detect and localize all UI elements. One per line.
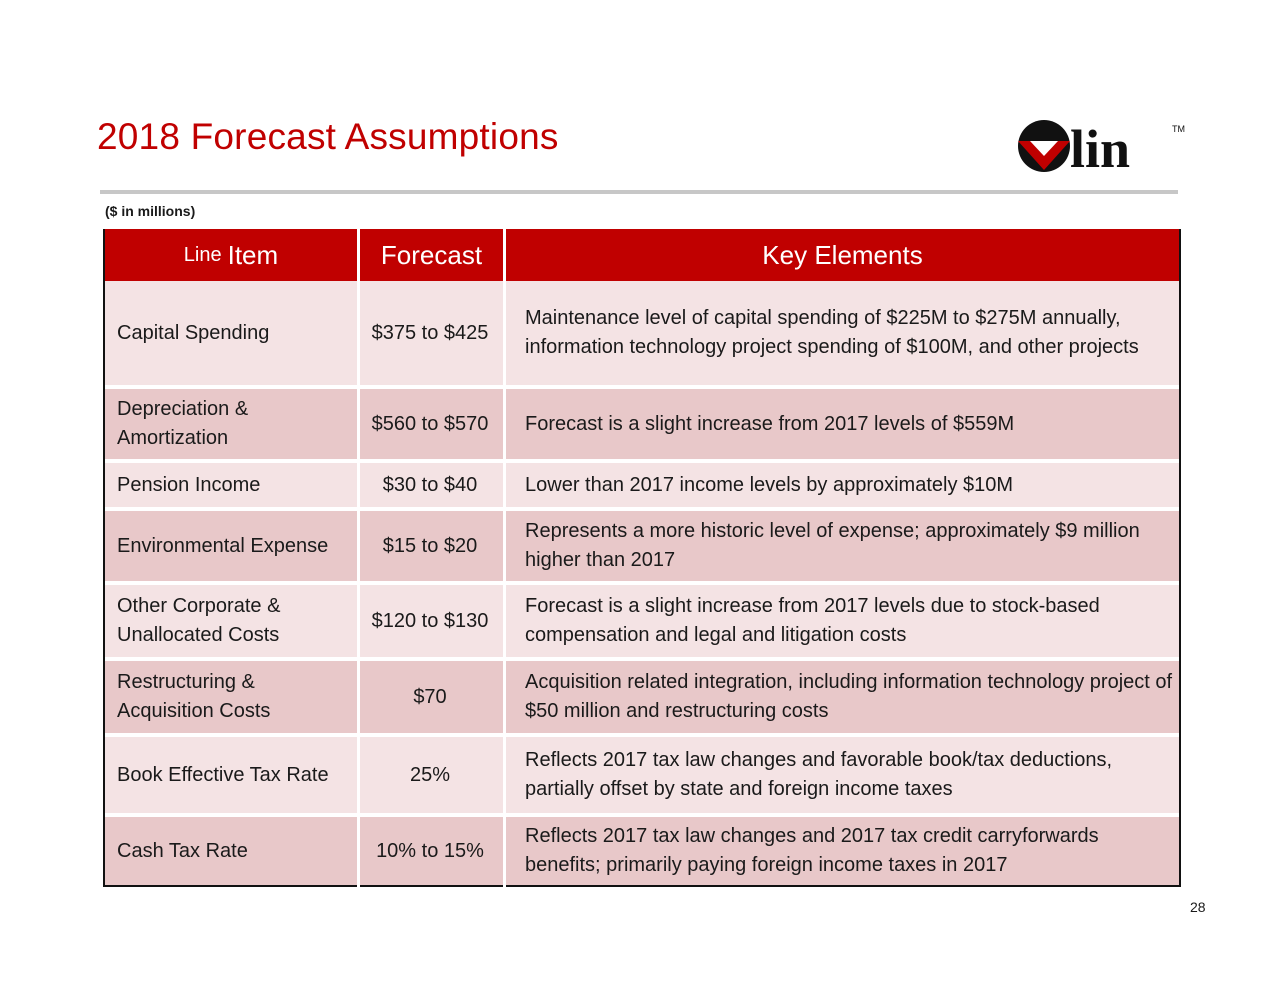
row-key-elements: Forecast is a slight increase from 2017 … [525, 412, 1015, 435]
header-line-item: Line Item [105, 229, 357, 281]
olin-logo: lin TM [1018, 119, 1185, 174]
row-item: Pension Income [117, 473, 261, 496]
row-forecast: $70 [413, 685, 447, 708]
table-row: Pension Income $30 to $40 Lower than 201… [105, 463, 1179, 507]
title-divider [100, 190, 1178, 194]
row-item: Depreciation & Amortization [117, 398, 249, 449]
table-row: Environmental Expense $15 to $20 Represe… [105, 511, 1179, 581]
row-forecast: $120 to $130 [371, 609, 489, 632]
row-forecast: $30 to $40 [382, 473, 478, 496]
logo-trademark: TM [1172, 124, 1185, 134]
row-item: Capital Spending [117, 321, 270, 344]
page-number: 28 [1190, 899, 1206, 915]
row-forecast: $375 to $425 [371, 321, 489, 344]
row-key-elements: Forecast is a slight increase from 2017 … [525, 595, 1100, 646]
row-key-elements: Maintenance level of capital spending of… [525, 307, 1139, 358]
units-label: ($ in millions) [105, 203, 196, 219]
row-key-elements: Lower than 2017 income levels by approxi… [525, 473, 1014, 496]
header-key-elements: Key Elements [506, 229, 1179, 281]
header-line-item-label: Item [227, 239, 279, 270]
table-row: Capital Spending $375 to $425 Maintenanc… [105, 281, 1179, 385]
row-forecast: 10% to 15% [376, 839, 484, 862]
header-forecast: Forecast [360, 229, 503, 281]
table-row: Book Effective Tax Rate 25% Reflects 201… [105, 737, 1179, 813]
row-item: Restructuring & Acquisition Costs [117, 671, 271, 722]
table-row: Other Corporate & Unallocated Costs $120… [105, 585, 1179, 657]
forecast-table: Line Item Forecast Key Elements Capital … [103, 229, 1181, 887]
column-divider [357, 229, 360, 887]
row-key-elements: Represents a more historic level of expe… [525, 520, 1140, 571]
row-item: Environmental Expense [117, 534, 329, 557]
table-row: Depreciation & Amortization $560 to $570… [105, 389, 1179, 459]
row-forecast: $560 to $570 [371, 412, 489, 435]
column-divider [503, 229, 506, 887]
row-key-elements: Reflects 2017 tax law changes and favora… [525, 749, 1113, 800]
table-row: Restructuring & Acquisition Costs $70 Ac… [105, 661, 1179, 733]
logo-wordmark: lin [1070, 119, 1130, 174]
row-forecast: $15 to $20 [382, 534, 478, 557]
table-row: Cash Tax Rate 10% to 15% Reflects 2017 t… [105, 817, 1179, 885]
slide-title: 2018 Forecast Assumptions [97, 116, 559, 157]
row-item: Other Corporate & Unallocated Costs [117, 595, 281, 646]
row-key-elements: Reflects 2017 tax law changes and 2017 t… [525, 825, 1099, 876]
row-item: Cash Tax Rate [117, 839, 248, 862]
row-key-elements: Acquisition related integration, includi… [525, 671, 1173, 722]
row-item: Book Effective Tax Rate [117, 763, 329, 786]
row-forecast: 25% [409, 763, 451, 786]
header-line-prefix: Line [183, 243, 222, 266]
